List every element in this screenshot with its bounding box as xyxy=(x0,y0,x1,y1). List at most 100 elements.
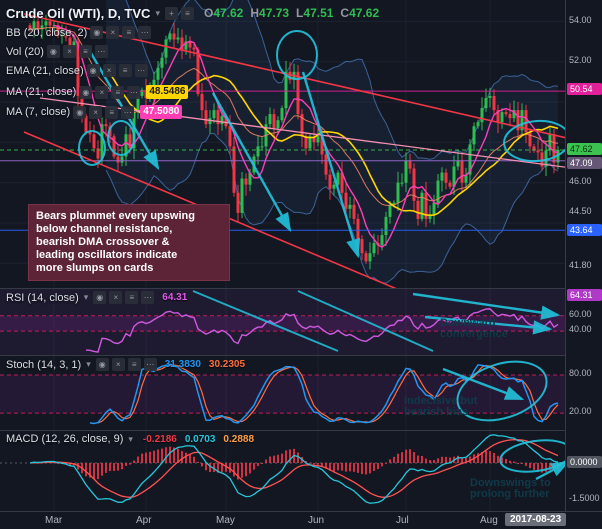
ohlc-value: 47.73 xyxy=(259,6,290,20)
close-icon[interactable]: × xyxy=(102,64,116,77)
time-axis-label: Mar xyxy=(45,515,63,526)
more-icon[interactable]: ⋯ xyxy=(121,105,135,119)
axis-label: 52.00 xyxy=(569,55,592,65)
add-icon[interactable]: + xyxy=(164,6,178,20)
time-axis-label: Aug xyxy=(480,515,498,526)
ohlc-key: O xyxy=(203,6,214,20)
stoch-d-value: 30.2305 xyxy=(208,359,246,370)
macd-pane xyxy=(0,434,565,504)
indicator-label[interactable]: Stoch (14, 3, 1) xyxy=(6,358,82,371)
eye-icon[interactable]: ◉ xyxy=(73,105,87,119)
close-icon[interactable]: × xyxy=(95,85,109,99)
eye-icon[interactable]: ◉ xyxy=(90,26,104,39)
price-drawings xyxy=(23,13,565,288)
price-axis[interactable]: 54.00 52.00 50.54 47.62 47.09 46.00 44.50 43.64… xyxy=(565,0,602,511)
chevron-down-icon[interactable]: ▾ xyxy=(83,292,89,302)
eye-icon[interactable]: ◉ xyxy=(93,291,107,304)
macd-signal-value: 0.2888 xyxy=(223,433,255,445)
chevron-down-icon[interactable]: ▾ xyxy=(128,433,133,444)
indicator-row-ema: EMA (21, close) ◉ × ≡ ⋯ xyxy=(6,64,148,77)
indicator-row-vol: Vol (20) ◉ × ≡ ⋯ xyxy=(6,45,108,58)
more-icon[interactable]: ⋯ xyxy=(134,64,148,77)
rsi-pane xyxy=(0,289,565,355)
ohlc-value: 47.51 xyxy=(303,6,334,20)
time-axis-label: Jun xyxy=(308,515,325,526)
macd-drawings xyxy=(499,439,565,481)
ohlc-key: H xyxy=(250,6,260,20)
ma21-value: 48.5486 xyxy=(146,85,189,99)
more-icon[interactable]: ⋯ xyxy=(141,291,155,304)
eye-icon[interactable]: ◉ xyxy=(46,45,60,58)
ohlc-key: C xyxy=(340,6,350,20)
settings-icon[interactable]: ≡ xyxy=(180,6,194,20)
indicator-label[interactable]: RSI (14, close) xyxy=(6,291,79,304)
indicator-row-bb: BB (20, close, 2) ◉ × ≡ ⋯ xyxy=(6,26,152,39)
settings-icon[interactable]: ≡ xyxy=(78,45,92,58)
time-axis[interactable]: Mar Apr May Jun Jul Aug 2017-08-23 xyxy=(0,511,602,529)
price-pane xyxy=(0,0,565,284)
time-axis-label: Apr xyxy=(136,515,152,526)
axis-label: 60.00 xyxy=(569,309,592,319)
rsi-value: 64.31 xyxy=(162,292,188,303)
ohlc-value: 47.62 xyxy=(213,6,244,20)
stoch-drawings xyxy=(442,360,548,422)
axis-label: 40.00 xyxy=(569,324,592,334)
eye-icon[interactable]: ◉ xyxy=(79,85,93,99)
more-icon[interactable]: ⋯ xyxy=(127,85,141,99)
price-axis-chip: 47.09 xyxy=(567,157,602,169)
price-axis-chip: 43.64 xyxy=(567,224,602,236)
more-icon[interactable]: ⋯ xyxy=(143,358,157,371)
macd-line-value: 0.0703 xyxy=(184,433,216,445)
note-annotation[interactable]: Bears plummet every upswing below channe… xyxy=(28,204,230,281)
ohlc-value: 47.62 xyxy=(349,6,380,20)
eye-icon[interactable]: ◉ xyxy=(86,64,100,77)
indicator-label[interactable]: MA (7, close) xyxy=(6,106,71,118)
indicator-label[interactable]: EMA (21, close) xyxy=(6,64,84,77)
settings-icon[interactable]: ≡ xyxy=(118,64,132,77)
symbol-legend: Crude Oil (WTI), D, TVC ▾ + ≡ O47.62 H47.… xyxy=(6,4,379,22)
indicator-row-ma7: MA (7, close) ◉ × ≡ ⋯ 47.5080 xyxy=(6,105,183,119)
stoch-pane xyxy=(0,363,565,425)
ohlc-key: L xyxy=(296,6,304,20)
settings-icon[interactable]: ≡ xyxy=(122,26,136,39)
macd-annotation[interactable]: Downswings to prolong further xyxy=(470,477,551,500)
symbol-title[interactable]: Crude Oil (WTI), D, TVC xyxy=(6,5,151,21)
time-axis-label: May xyxy=(216,515,235,526)
close-icon[interactable]: × xyxy=(106,26,120,39)
indicator-row-ma21: MA (21, close) ◉ × ≡ ⋯ 48.5486 xyxy=(6,85,189,99)
settings-icon[interactable]: ≡ xyxy=(111,85,125,99)
settings-icon[interactable]: ≡ xyxy=(127,358,141,371)
pane-separators xyxy=(0,288,602,431)
rsi-annotation[interactable]: Downward convergence xyxy=(440,317,508,340)
chevron-down-icon[interactable]: ▾ xyxy=(86,359,91,369)
axis-label: -1.5000 xyxy=(569,493,600,503)
stoch-annotation[interactable]: Indecisive but bearish bias xyxy=(404,395,478,418)
axis-label: 80.00 xyxy=(569,368,592,378)
more-icon[interactable]: ⋯ xyxy=(94,45,108,58)
settings-icon[interactable]: ≡ xyxy=(125,291,139,304)
close-icon[interactable]: × xyxy=(89,105,103,119)
settings-icon[interactable]: ≡ xyxy=(105,105,119,119)
close-icon[interactable]: × xyxy=(111,358,125,371)
axis-label: 46.00 xyxy=(569,176,592,186)
indicator-label[interactable]: Vol (20) xyxy=(6,45,44,58)
close-icon[interactable]: × xyxy=(109,291,123,304)
stoch-legend: Stoch (14, 3, 1) ▾ ◉ × ≡ ⋯ 31.3830 30.23… xyxy=(6,358,245,371)
indicator-label[interactable]: MA (21, close) xyxy=(6,86,77,98)
chevron-down-icon[interactable]: ▾ xyxy=(155,7,160,18)
axis-label: 20.00 xyxy=(569,406,592,416)
stoch-k-value: 31.3830 xyxy=(164,359,201,370)
rsi-drawings xyxy=(192,290,561,352)
price-axis-chip: 50.54 xyxy=(567,83,602,95)
close-icon[interactable]: × xyxy=(62,45,76,58)
eye-icon[interactable]: ◉ xyxy=(95,358,109,371)
more-icon[interactable]: ⋯ xyxy=(138,26,152,39)
macd-legend: MACD (12, 26, close, 9) ▾ -0.2186 0.0703… xyxy=(6,433,254,445)
axis-label: 54.00 xyxy=(569,15,592,25)
price-axis-chip: 64.31 xyxy=(567,289,602,301)
indicator-label[interactable]: MACD (12, 26, close, 9) xyxy=(6,433,124,445)
indicator-label[interactable]: BB (20, close, 2) xyxy=(6,26,88,39)
ohlc-values: O47.62 H47.73 L47.51 C47.62 xyxy=(197,4,379,22)
